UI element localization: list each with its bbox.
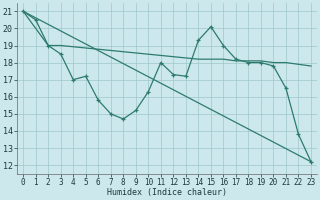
X-axis label: Humidex (Indice chaleur): Humidex (Indice chaleur) [107,188,227,197]
